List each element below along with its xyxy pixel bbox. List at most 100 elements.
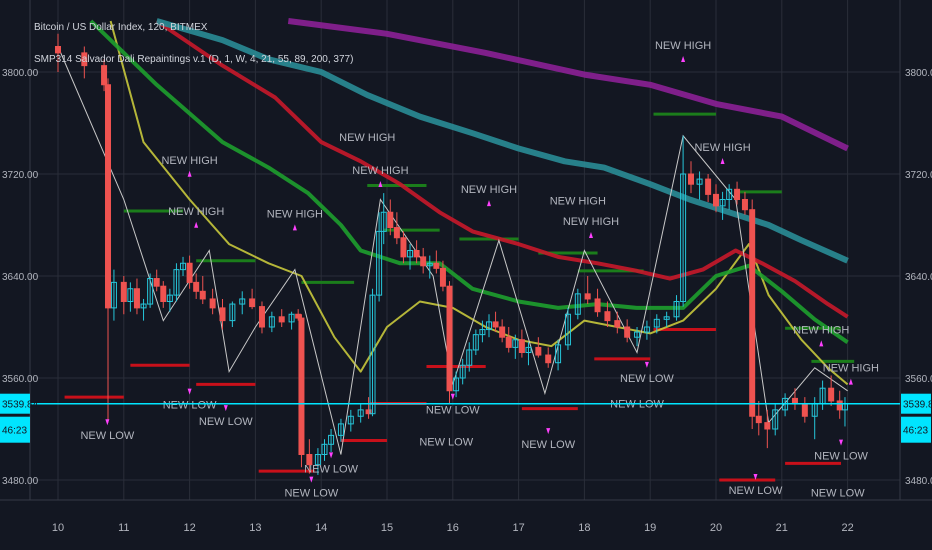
price-tick-label: 3480.00 — [2, 476, 39, 487]
candle-body — [105, 84, 112, 309]
candle — [140, 298, 147, 321]
new-low-marker — [839, 439, 844, 446]
candle — [764, 409, 771, 449]
candle — [127, 282, 134, 312]
candle-body — [643, 326, 650, 333]
candle-body — [479, 329, 486, 336]
candle — [574, 288, 581, 320]
candle-body — [705, 178, 712, 195]
candle-body — [485, 321, 492, 331]
candle-body — [680, 173, 687, 302]
candle-body — [55, 46, 61, 54]
time-axis[interactable]: 10 11 12 13 14 15 16 17 18 19 20 21 22 — [52, 522, 854, 534]
new-high-marker — [378, 181, 383, 187]
candle — [407, 244, 414, 270]
new-high-marker — [292, 224, 297, 231]
candle-body — [472, 334, 479, 351]
candle-body — [614, 320, 621, 328]
new-low-marker — [546, 428, 551, 435]
new-high-label: NEW HIGH — [267, 208, 323, 220]
candle-body — [512, 339, 519, 348]
candle — [186, 255, 193, 289]
candle — [199, 276, 206, 305]
candle-body — [209, 298, 216, 309]
candle — [426, 255, 433, 279]
candle — [673, 295, 680, 321]
candle — [357, 403, 364, 423]
candle-body — [836, 400, 843, 411]
indicator-legend[interactable]: SMP314 Salvador Dali Repaintings v.1 (D,… — [34, 54, 354, 65]
new-high-marker — [720, 158, 725, 165]
candle — [772, 403, 779, 436]
candle — [180, 256, 187, 276]
candle — [219, 298, 226, 330]
candle-body — [634, 331, 641, 338]
candle — [713, 184, 719, 213]
candle-body — [193, 281, 200, 292]
candle — [604, 301, 611, 327]
new-low-label: NEW LOW — [304, 463, 358, 475]
candle — [499, 319, 506, 343]
new-high-marker — [681, 56, 686, 63]
countdown-badge — [901, 416, 931, 443]
new-high-marker — [819, 340, 824, 347]
candle-body — [140, 303, 147, 309]
candle-body — [229, 303, 236, 322]
candle — [101, 59, 108, 92]
candle — [173, 263, 180, 302]
time-tick-label: 11 — [118, 522, 129, 534]
price-axis-left[interactable]: 3800.00 3720.00 3640.00 3560.00 3480.00 3539.… — [0, 68, 39, 487]
candle-body — [160, 285, 167, 303]
new-high-marker — [194, 221, 199, 228]
new-high-label: NEW HIGH — [563, 216, 619, 228]
candle — [653, 314, 660, 334]
candle-body — [365, 409, 372, 415]
current-price-badge — [0, 393, 30, 414]
candle — [518, 329, 525, 358]
candle-body — [101, 65, 108, 86]
candle-body — [400, 237, 407, 258]
time-tick-label: 13 — [249, 522, 261, 534]
candle — [133, 278, 140, 315]
candle — [365, 397, 372, 419]
candle-body — [420, 256, 427, 267]
candle-body — [624, 326, 631, 338]
candle-body — [219, 307, 226, 322]
candle-body — [321, 443, 328, 455]
new-low-marker — [187, 388, 192, 395]
new-low-label: NEW LOW — [521, 439, 575, 451]
candle — [55, 33, 61, 72]
candle-body — [268, 316, 275, 328]
candle — [472, 329, 479, 356]
candle — [380, 193, 387, 245]
candle-body — [328, 434, 335, 445]
price-tick-label: 3720.00 — [2, 170, 39, 181]
current-price-badge — [901, 393, 931, 414]
candle-body — [719, 199, 726, 207]
candle-body — [466, 349, 473, 366]
countdown-label: 46:23 — [903, 426, 928, 437]
moving-average-ma-89 — [155, 19, 849, 319]
candle — [239, 291, 246, 315]
candle-body — [446, 285, 453, 392]
candle-body — [755, 415, 762, 424]
candle-body — [147, 278, 154, 305]
candle-body — [127, 288, 134, 302]
candle — [749, 199, 756, 429]
price-axis-right[interactable]: 3800.00 3720.00 3640.00 3560.00 3480.00 3539.… — [901, 68, 932, 487]
new-low-label: NEW LOW — [80, 430, 134, 442]
candle-body — [180, 262, 187, 271]
candle — [387, 199, 394, 236]
candle — [306, 439, 313, 474]
new-low-label: NEW LOW — [814, 451, 868, 463]
candle-body — [376, 230, 383, 296]
new-high-marker — [486, 200, 491, 207]
candle — [268, 311, 275, 333]
candle-body — [764, 422, 771, 430]
candle — [160, 281, 167, 308]
candle — [209, 288, 216, 315]
time-tick-label: 19 — [644, 522, 656, 534]
candle — [369, 288, 376, 417]
